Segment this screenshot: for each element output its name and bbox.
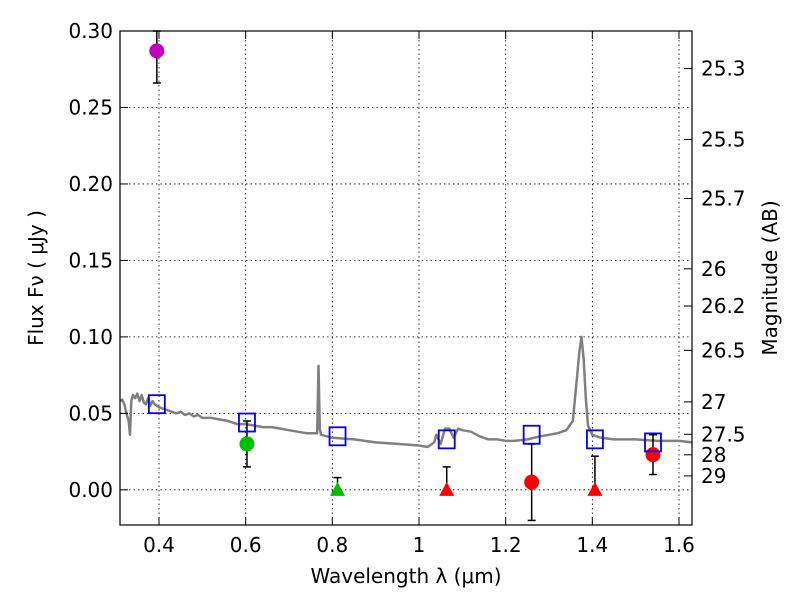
y-tick-label: 0.00 — [68, 478, 113, 502]
model-spectrum-layer — [119, 335, 693, 449]
y-axis-title: Flux Fν ( μJy ) — [24, 210, 48, 346]
grid-lines — [120, 30, 692, 525]
model-band-square — [522, 424, 541, 445]
x-tick-label: 1.4 — [576, 533, 608, 557]
model-band-square — [644, 432, 662, 453]
y2-tick-label: 25.7 — [701, 186, 746, 210]
y2-tick-label: 27 — [701, 390, 726, 414]
x-tick-label: 0.4 — [143, 533, 175, 557]
observed-point — [239, 436, 255, 452]
x-tick-label: 1.6 — [663, 533, 695, 557]
plot-frame — [119, 30, 693, 526]
y2-tick-label: 28 — [701, 443, 726, 467]
observed-point — [149, 43, 165, 59]
x-tick-label: 1 — [413, 533, 426, 557]
axis-ticks-layer: 0.4 0.6 0.8 1 1.2 1.4 1.6 0.00 0.05 0.10 0.15 0.20 0… — [68, 19, 745, 557]
y-tick-label: 0.30 — [68, 19, 113, 43]
y-tick-label: 0.20 — [68, 172, 113, 196]
model-band-square — [238, 412, 256, 433]
y-tick-label: 0.10 — [68, 325, 113, 349]
y2-tick-label: 26 — [701, 257, 726, 281]
observed-point — [645, 447, 661, 463]
y2-tick-label: 29 — [701, 464, 726, 488]
y-tick-label: 0.05 — [68, 401, 113, 425]
y2-tick-label: 26.5 — [701, 338, 746, 362]
observed-point — [524, 474, 540, 490]
observed-points-layer — [149, 43, 661, 496]
model-band-square — [147, 394, 166, 415]
model-band-square — [328, 426, 347, 447]
y2-tick-label: 25.3 — [701, 57, 746, 81]
upper-limit-marker — [330, 481, 346, 496]
x-tick-label: 0.8 — [316, 533, 348, 557]
y2-tick-label: 26.2 — [701, 294, 746, 318]
x-tick-label: 1.2 — [490, 533, 522, 557]
x-axis-title: Wavelength λ (μm) — [310, 564, 501, 588]
y-tick-label: 0.15 — [68, 248, 113, 272]
model-spectrum-line — [119, 335, 693, 449]
model-band-square — [437, 429, 456, 450]
y2-tick-label: 25.5 — [701, 127, 746, 151]
model-bands-layer — [147, 394, 662, 453]
y2-axis-title: Magnitude (AB) — [758, 200, 782, 355]
y2-tick-label: 27.5 — [701, 422, 746, 446]
error-bars-layer — [152, 30, 657, 522]
x-tick-label: 0.6 — [230, 533, 262, 557]
model-band-square — [586, 429, 604, 450]
upper-limit-marker — [439, 481, 455, 496]
upper-limit-marker — [587, 481, 603, 496]
y-tick-label: 0.25 — [68, 95, 113, 119]
